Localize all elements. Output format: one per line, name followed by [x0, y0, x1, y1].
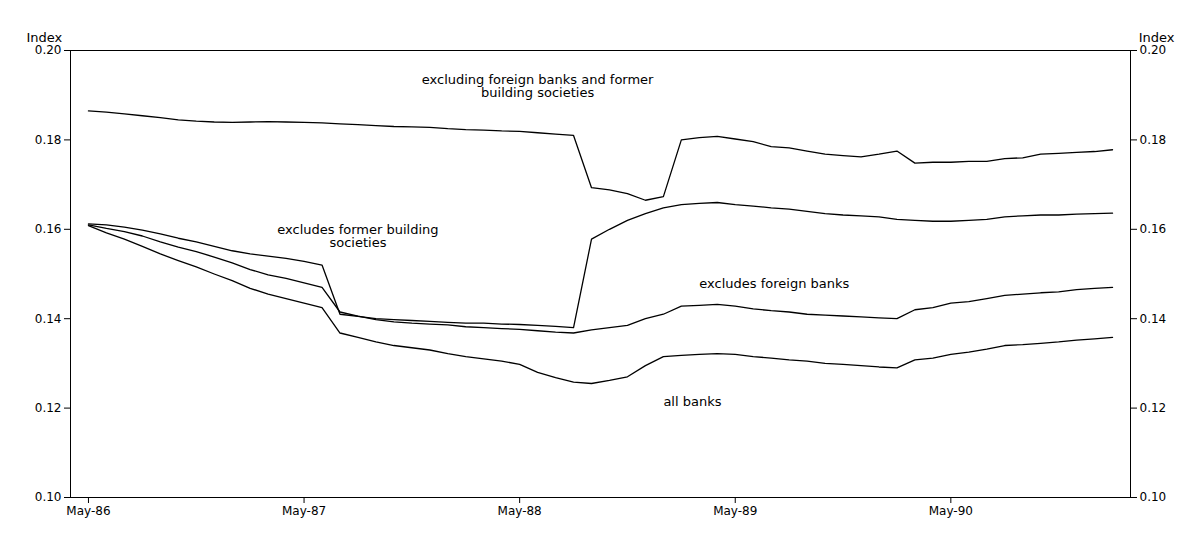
svg-text:Index: Index	[1139, 30, 1175, 45]
svg-text:0.18: 0.18	[1140, 133, 1167, 147]
svg-text:May-86: May-86	[66, 504, 110, 518]
svg-text:0.14: 0.14	[1140, 312, 1167, 326]
svg-text:0.14: 0.14	[35, 312, 62, 326]
svg-text:0.18: 0.18	[35, 133, 62, 147]
svg-text:0.20: 0.20	[1140, 43, 1167, 57]
svg-text:excludes foreign banks: excludes foreign banks	[699, 276, 849, 291]
svg-text:0.20: 0.20	[35, 43, 62, 57]
svg-text:excludes former buildingsociet: excludes former buildingsocieties	[277, 222, 438, 250]
svg-text:0.10: 0.10	[35, 490, 62, 504]
svg-text:0.16: 0.16	[35, 222, 62, 236]
svg-text:0.12: 0.12	[35, 401, 62, 415]
svg-text:Index: Index	[27, 30, 63, 45]
svg-text:May-89: May-89	[713, 504, 757, 518]
svg-text:May-88: May-88	[498, 504, 542, 518]
svg-text:0.12: 0.12	[1140, 401, 1167, 415]
svg-text:0.10: 0.10	[1140, 490, 1167, 504]
svg-text:May-87: May-87	[282, 504, 326, 518]
svg-text:May-90: May-90	[929, 504, 973, 518]
svg-text:excluding foreign banks and fo: excluding foreign banks and formerbuildi…	[422, 72, 654, 100]
svg-text:0.16: 0.16	[1140, 222, 1167, 236]
svg-text:all banks: all banks	[663, 394, 721, 409]
